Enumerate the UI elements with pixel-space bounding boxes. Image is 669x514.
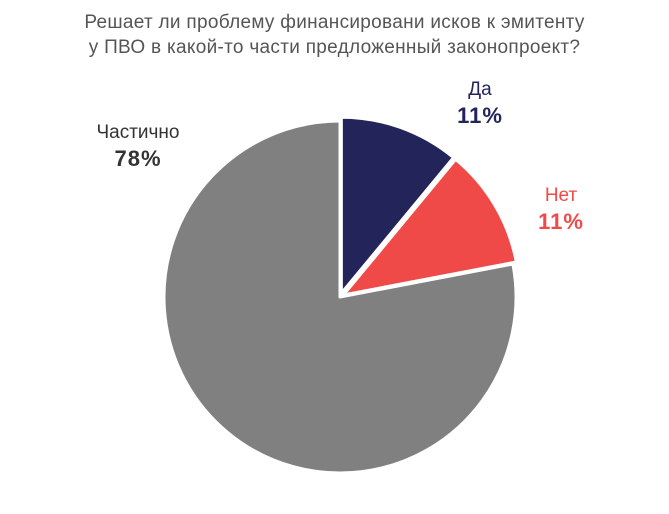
chart-title-line-2: у ПВО в какой-то части предложенный зако… [88,37,581,58]
chart-title: Решает ли проблему финансировани исков к… [0,10,669,60]
pie-slice-2 [162,119,518,475]
pie-slice-1 [341,157,518,297]
slice-label-da: Да 11% [438,78,522,130]
slice-value-da: 11% [457,103,503,128]
slice-name-da: Да [468,79,492,100]
slice-label-chastichno: Частично 78% [82,121,194,173]
chart-title-line-1: Решает ли проблему финансировани исков к… [84,12,585,33]
slice-label-net: Нет 11% [519,184,603,236]
slice-name-net: Нет [544,185,578,206]
slice-value-chastichno: 78% [114,146,162,171]
pie-slice-0 [339,115,456,295]
slice-name-chastichno: Частично [96,122,180,143]
slice-value-net: 11% [538,209,584,234]
